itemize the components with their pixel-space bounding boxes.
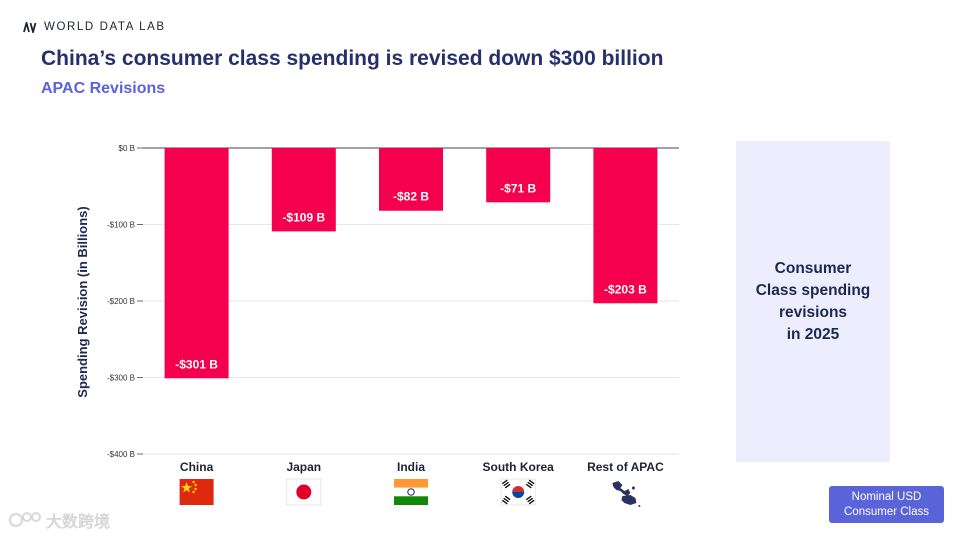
- y-tick-label: -$400 B: [107, 450, 135, 459]
- flag-field: [179, 479, 214, 505]
- trigram-bar: [501, 479, 508, 485]
- data-label: -$203 B: [604, 282, 647, 296]
- category-label: China: [180, 460, 214, 474]
- flag-stripe: [394, 479, 428, 488]
- bar: [271, 148, 336, 232]
- brand: WORLD DATA LAB: [23, 21, 166, 33]
- flag-trigram: [501, 479, 511, 489]
- world-data-lab-logo-icon: [23, 21, 37, 33]
- category-label: South Korea: [483, 460, 555, 474]
- y-axis-label: Spending Revision (in Billions): [75, 206, 90, 397]
- map-landmass: [612, 481, 631, 496]
- badge-line-2: Consumer Class: [844, 505, 929, 518]
- side-panel-line: in 2025: [786, 325, 840, 343]
- flag-chakra: [407, 488, 415, 496]
- flag-stripe: [394, 496, 428, 505]
- nominal-usd-badge: Nominal USD Consumer Class: [829, 486, 944, 523]
- y-tick-label: -$200 B: [107, 297, 135, 306]
- trigram-bar: [503, 481, 510, 487]
- category-label: India: [397, 460, 425, 474]
- flag-disc: [296, 484, 312, 500]
- flag-star: [192, 480, 195, 484]
- side-panel: Consumer Class spending revisions in 202…: [736, 141, 890, 462]
- watermark-text: 大数跨境: [46, 514, 111, 531]
- data-label: -$82 B: [393, 190, 429, 204]
- side-panel-line: Class spending: [755, 281, 871, 299]
- y-tick-label: -$300 B: [107, 374, 135, 383]
- trigram-bar: [501, 499, 508, 505]
- flag-star: [194, 487, 197, 491]
- flag-star: [194, 483, 197, 487]
- trigram-bar: [527, 497, 534, 503]
- map-island: [638, 505, 641, 507]
- rest-of-apac-map-icon: [612, 481, 641, 507]
- brand-name: WORLD DATA LAB: [44, 21, 166, 33]
- flag-stripe: [394, 487, 428, 497]
- map-island: [631, 486, 635, 490]
- trigram-bar: [528, 479, 535, 485]
- trigram-bar: [528, 499, 535, 505]
- badge-line-1: Nominal USD: [851, 490, 922, 503]
- data-label: -$109 B: [282, 210, 325, 224]
- flag-star: [192, 490, 195, 494]
- bar: [379, 148, 443, 211]
- side-panel-text: Consumer Class spending revisions in 202…: [748, 258, 878, 346]
- trigram-bar: [527, 481, 534, 487]
- page-subtitle: APAC Revisions: [41, 80, 166, 97]
- bar: [164, 148, 229, 379]
- category-label: Rest of APAC: [587, 460, 664, 474]
- y-tick-label: -$100 B: [107, 221, 135, 230]
- flag-trigram: [501, 495, 511, 505]
- trigram-bar: [525, 483, 532, 489]
- bar: [593, 148, 658, 304]
- india-flag-icon: [394, 479, 428, 505]
- flag-trigram: [525, 479, 535, 489]
- flag-trigram: [525, 495, 535, 505]
- trigram-bar: [525, 495, 532, 501]
- side-panel-line: Consumer: [774, 259, 852, 277]
- flag-taeguk-blue: [512, 492, 525, 498]
- map-landmass: [621, 495, 637, 505]
- flag-star: [181, 482, 193, 493]
- watermark: 大数跨境: [8, 508, 110, 532]
- bar: [486, 148, 551, 203]
- japan-flag-icon: [286, 478, 322, 506]
- trigram-bar: [504, 495, 511, 501]
- category-label: Japan: [286, 460, 321, 474]
- south-korea-flag-icon: [500, 478, 536, 506]
- trigram-bar: [504, 483, 511, 489]
- flag-taeguk-red: [512, 486, 525, 492]
- side-panel-line: revisions: [778, 303, 848, 321]
- data-label: -$71 B: [500, 181, 536, 195]
- watermark-logo-icon: [9, 512, 41, 527]
- page-title: China’s consumer class spending is revis…: [41, 47, 664, 70]
- trigram-bar: [503, 497, 510, 503]
- y-tick-label: $0 B: [119, 144, 135, 153]
- china-flag-icon: [179, 479, 214, 505]
- data-label: -$301 B: [175, 357, 218, 371]
